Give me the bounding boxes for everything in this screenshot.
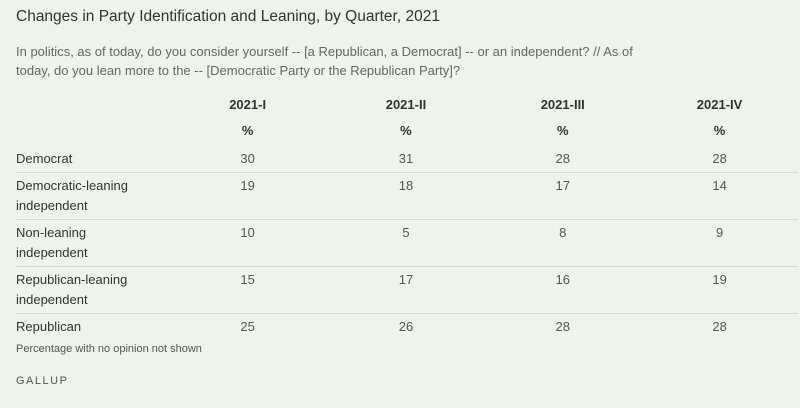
source: GALLUP <box>16 375 69 387</box>
column-header: 2021-IV <box>696 97 743 112</box>
cell-value: 16 <box>484 266 642 314</box>
data-row: Republican 25 26 28 28 <box>16 314 798 341</box>
column-header: 2021-I <box>229 97 267 112</box>
cell-value: 9 <box>641 219 798 267</box>
title: Changes in Party Identification and Lean… <box>16 8 440 25</box>
data-row: Non-leaning independent 10 5 8 9 <box>16 219 798 267</box>
column-header: 2021-III <box>540 97 585 112</box>
cell-value: 28 <box>641 146 798 173</box>
unit-label: % <box>556 123 569 138</box>
cell-value: 18 <box>327 172 485 220</box>
row-label: Republican-leaning independent <box>16 266 168 314</box>
cell-value: 19 <box>641 266 798 314</box>
cell-value: 28 <box>484 146 642 173</box>
unit-label: % <box>241 123 254 138</box>
subtitle: In politics, as of today, do you conside… <box>16 44 633 78</box>
cell-value: 5 <box>327 219 485 267</box>
cell-value: 17 <box>327 266 485 314</box>
row-label: Democrat <box>16 146 168 173</box>
unit-label: % <box>713 123 726 138</box>
note: Percentage with no opinion not shown <box>16 343 202 355</box>
row-label: Republican <box>16 319 82 334</box>
cell-value: 25 <box>240 319 255 334</box>
units-cell <box>16 118 168 146</box>
cell-value: 28 <box>555 319 570 334</box>
column-header: 2021-II <box>385 97 427 112</box>
cell-value: 14 <box>641 172 798 220</box>
cell-value: 28 <box>712 319 727 334</box>
cell-value: 8 <box>484 219 642 267</box>
data-row: Democrat 30 31 28 28 <box>16 146 798 173</box>
cell-value: 31 <box>327 146 485 173</box>
table: 2021-I 2021-II 2021-III 2021-IV%%%% Democrat… <box>16 92 798 340</box>
cell-value: 30 <box>167 146 328 173</box>
data-row: Democratic-leaning independent 19 18 17 14 <box>16 172 798 220</box>
row-label: Non-leaning independent <box>16 219 168 267</box>
header-row: 2021-I 2021-II 2021-III 2021-IV <box>16 92 798 118</box>
cell-value: 26 <box>398 319 414 334</box>
cell-value: 10 <box>167 219 328 267</box>
cell-value: 15 <box>167 266 328 314</box>
units-row: %%%% <box>16 118 798 146</box>
data-row: Republican-leaning independent 15 17 16 19 <box>16 266 798 314</box>
cell-value: 19 <box>167 172 328 220</box>
header-cell <box>16 92 168 118</box>
cell-value: 17 <box>484 172 642 220</box>
unit-label: % <box>400 123 412 138</box>
row-label: Democratic-leaning independent <box>16 172 168 220</box>
